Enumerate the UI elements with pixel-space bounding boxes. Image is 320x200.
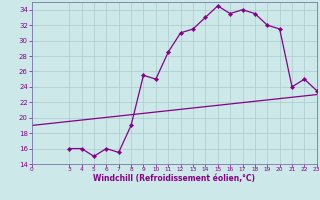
X-axis label: Windchill (Refroidissement éolien,°C): Windchill (Refroidissement éolien,°C) bbox=[93, 174, 255, 183]
